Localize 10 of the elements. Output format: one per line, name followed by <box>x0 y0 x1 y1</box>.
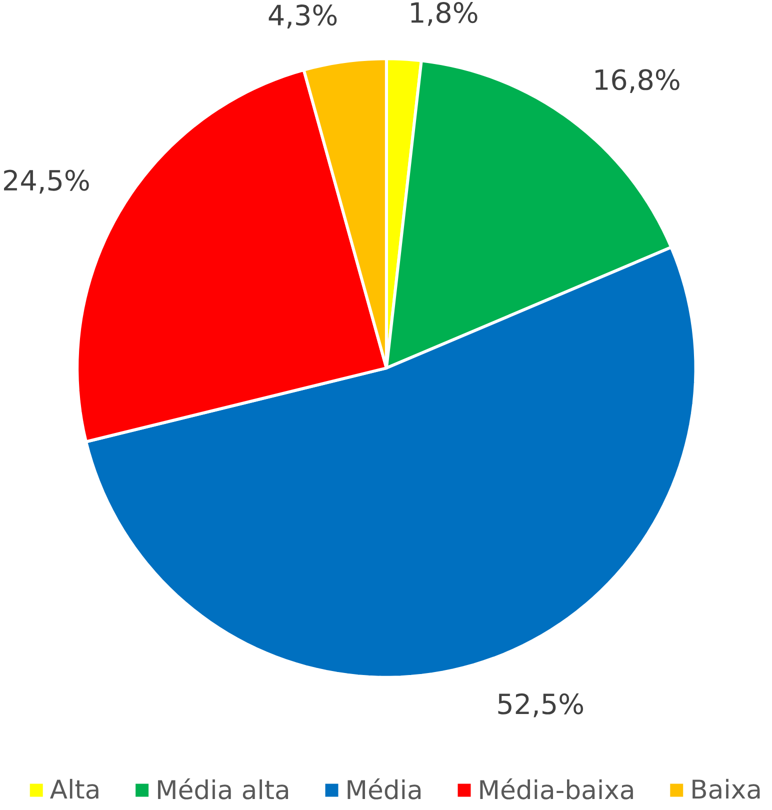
legend-label: Média <box>348 778 421 800</box>
data-label: 24,5% <box>4 170 89 194</box>
data-label: 4,3% <box>268 4 337 28</box>
legend-label: Média alta <box>158 778 288 800</box>
legend-label: Média-baixa <box>480 778 633 800</box>
legend-label: Baixa <box>692 778 760 799</box>
data-label: 1,8% <box>411 2 478 26</box>
data-label: 52,5% <box>498 693 584 718</box>
data-label: 16,8% <box>596 69 680 94</box>
legend-label: Alta <box>50 778 98 799</box>
